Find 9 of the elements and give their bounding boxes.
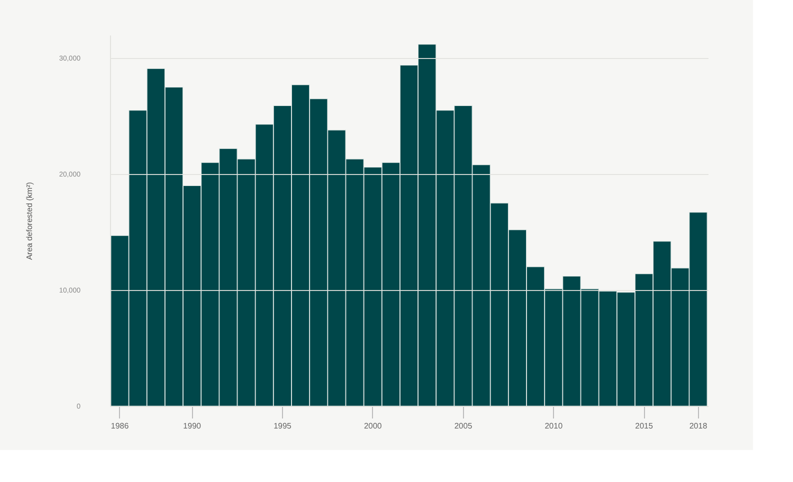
x-tick-label: 2015 bbox=[635, 422, 654, 430]
x-tick-label: 2005 bbox=[454, 422, 473, 430]
x-tick-label: 1986 bbox=[110, 422, 130, 430]
x-tick-label: 2010 bbox=[544, 422, 564, 430]
x-tick-label: 1995 bbox=[274, 422, 292, 430]
x-tick-label: 2018 bbox=[689, 422, 708, 430]
x-tick-label: 1990 bbox=[183, 422, 202, 430]
y-axis-title: Area deforested (km²) bbox=[25, 182, 34, 260]
x-tick-label: 2000 bbox=[364, 422, 382, 430]
